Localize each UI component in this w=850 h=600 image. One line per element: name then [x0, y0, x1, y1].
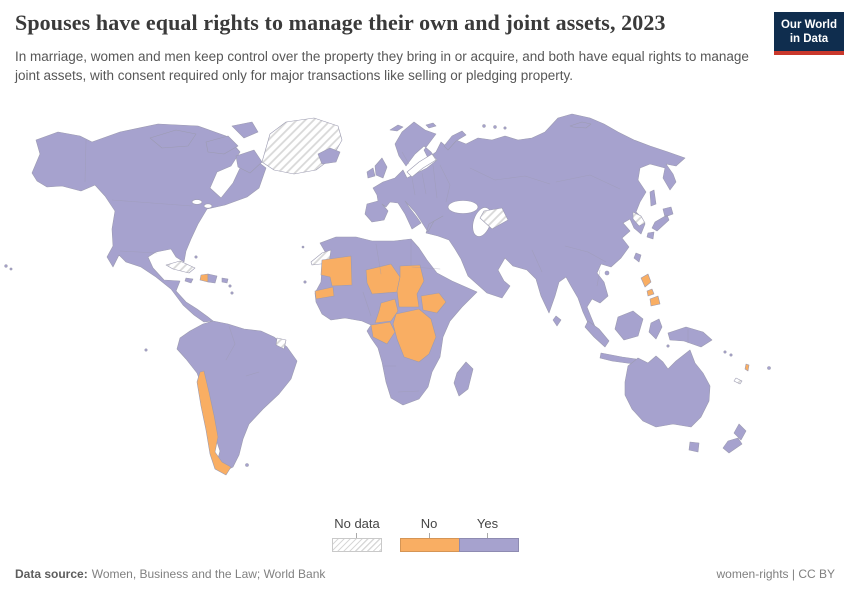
- country-australia[interactable]: [624, 349, 711, 428]
- country-japan[interactable]: [646, 206, 674, 240]
- country-senegal[interactable]: [314, 286, 335, 300]
- owid-logo-line1: Our World: [780, 19, 837, 31]
- island-new-siberian[interactable]: [569, 121, 592, 129]
- page-title: Spouses have equal rights to manage thei…: [15, 10, 666, 35]
- island-hainan[interactable]: [604, 270, 610, 276]
- island-falkland[interactable]: [245, 463, 249, 467]
- island-hawaii-1[interactable]: [4, 264, 8, 268]
- island-solomon-2[interactable]: [729, 353, 733, 357]
- lake-superior: [191, 199, 203, 205]
- legend-tick-no-data: [356, 533, 357, 538]
- country-haiti[interactable]: [199, 273, 209, 283]
- country-north-korea[interactable]: [632, 211, 646, 227]
- country-sri-lanka[interactable]: [552, 315, 562, 327]
- island-borneo[interactable]: [614, 310, 644, 341]
- data-source-value: Women, Business and the Law; World Bank: [91, 567, 326, 581]
- island-franz-josef-3[interactable]: [503, 126, 507, 130]
- country-united-kingdom[interactable]: [374, 157, 388, 179]
- country-chile[interactable]: [196, 370, 232, 476]
- country-taiwan[interactable]: [633, 252, 642, 263]
- footer-slug-license: women-rights | CC BY: [716, 567, 835, 581]
- country-dominican-republic[interactable]: [207, 273, 218, 284]
- legend-tick-no: [429, 533, 430, 538]
- country-ireland[interactable]: [366, 167, 376, 179]
- country-borders: [84, 139, 689, 393]
- region-arctic-islands[interactable]: [149, 121, 263, 174]
- island-moluccas-1[interactable]: [666, 344, 670, 348]
- island-bahamas[interactable]: [194, 255, 198, 259]
- caribbean-islands[interactable]: [184, 277, 229, 284]
- territory-french-guiana[interactable]: [275, 337, 287, 350]
- island-cape-verde[interactable]: [303, 280, 307, 284]
- country-madagascar[interactable]: [453, 361, 474, 397]
- baltic-sea: [406, 153, 437, 178]
- legend-swatch-no[interactable]: [400, 538, 460, 552]
- country-turkmenistan[interactable]: [479, 207, 509, 230]
- legend-swatch-no-data[interactable]: [332, 538, 382, 552]
- country-gabon-congo[interactable]: [370, 321, 396, 345]
- country-dr-congo[interactable]: [392, 308, 437, 363]
- island-novaya-zemlya[interactable]: [443, 130, 467, 151]
- island-sulawesi[interactable]: [648, 318, 663, 340]
- island-franz-josef-2[interactable]: [493, 125, 497, 129]
- country-vanuatu[interactable]: [744, 363, 750, 372]
- island-sakhalin[interactable]: [649, 189, 657, 207]
- island-galapagos[interactable]: [144, 348, 148, 352]
- black-sea: [447, 200, 479, 214]
- island-solomon-1[interactable]: [723, 350, 727, 354]
- legend-tick-yes: [487, 533, 488, 538]
- country-cameroon[interactable]: [374, 298, 399, 324]
- country-chad[interactable]: [396, 264, 425, 308]
- island-antilles-1[interactable]: [228, 284, 232, 288]
- island-franz-josef-1[interactable]: [482, 124, 486, 128]
- island-antilles-2[interactable]: [230, 291, 234, 295]
- legend-label-no: No: [420, 516, 438, 531]
- owid-logo: Our World in Data: [774, 12, 844, 56]
- country-greenland[interactable]: [261, 117, 343, 175]
- chart-subtitle: In marriage, women and men keep control …: [15, 49, 749, 84]
- data-source-label: Data source:: [15, 567, 88, 581]
- country-philippines[interactable]: [640, 273, 661, 307]
- legend-swatch-yes[interactable]: [459, 538, 519, 552]
- island-fiji[interactable]: [767, 366, 771, 370]
- territory-new-caledonia[interactable]: [733, 377, 743, 385]
- country-south-sudan[interactable]: [420, 292, 447, 314]
- lake-ontario: [203, 203, 213, 209]
- country-iceland[interactable]: [317, 147, 341, 165]
- island-new-guinea[interactable]: [667, 326, 713, 348]
- island-canary[interactable]: [301, 245, 305, 249]
- map-legend: No data No Yes: [0, 515, 850, 555]
- island-svalbard[interactable]: [389, 122, 437, 132]
- island-tasmania[interactable]: [688, 441, 700, 453]
- world-map[interactable]: [0, 110, 850, 512]
- island-java[interactable]: [599, 352, 637, 365]
- data-source: Data source: Women, Business and the Law;…: [15, 567, 325, 581]
- legend-label-no-data: No data: [334, 516, 380, 531]
- island-sumatra[interactable]: [584, 320, 610, 348]
- island-hawaii-2[interactable]: [9, 267, 13, 271]
- country-new-zealand[interactable]: [722, 423, 747, 454]
- country-mauritania[interactable]: [320, 255, 353, 287]
- legend-label-yes: Yes: [476, 516, 499, 531]
- owid-logo-line2: in Data: [789, 33, 829, 46]
- country-cuba[interactable]: [165, 260, 196, 274]
